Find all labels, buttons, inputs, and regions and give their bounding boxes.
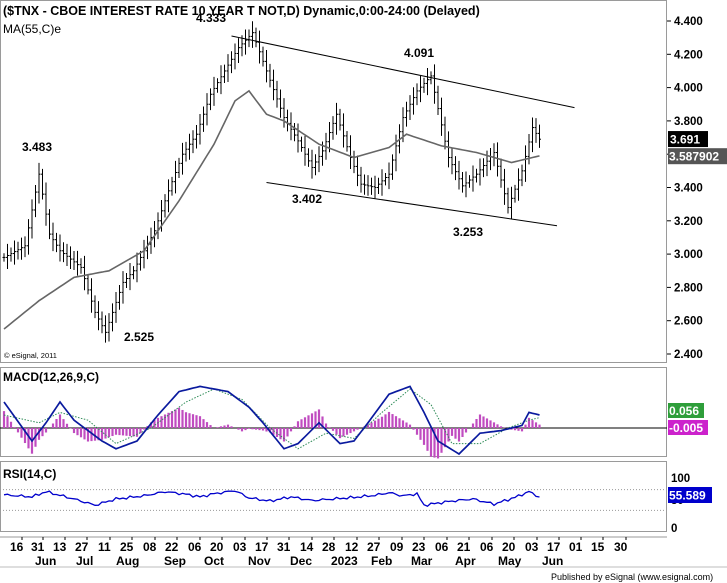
y-tick-label: 3.200	[674, 216, 703, 228]
price-annotation: 2.525	[124, 330, 154, 344]
price-annotation: 4.333	[196, 11, 226, 25]
last-price-label: 3.691	[670, 133, 700, 147]
x-day-label: 27	[367, 540, 381, 554]
price-annotation: 3.483	[22, 140, 52, 154]
last-price-box	[668, 131, 708, 148]
macd-panel-frame	[0, 367, 667, 457]
x-day-label: 14	[300, 540, 314, 554]
rsi-title: RSI(14,C)	[3, 467, 56, 481]
ma-value-label: 3.587902	[669, 150, 719, 164]
x-day-label: 20	[502, 540, 516, 554]
price-plot: 4.333 4.091 3.483 3.402 3.253 2.525	[2, 11, 575, 344]
ma-line	[3, 89, 540, 330]
x-month-label: Jul	[76, 554, 93, 568]
signal-value-label: -0.005	[669, 421, 703, 435]
support-trendline	[266, 182, 558, 227]
x-day-label: 01	[569, 540, 583, 554]
x-month-label: Oct	[204, 554, 224, 568]
x-day-label: 12	[345, 540, 359, 554]
rsi-tick-label: 100	[671, 473, 690, 485]
x-day-label: 17	[547, 540, 561, 554]
rsi-plot	[0, 489, 667, 511]
x-day-label: 06	[480, 540, 494, 554]
ma-legend: MA(55,C)e	[3, 22, 61, 36]
x-day-label: 06	[188, 540, 202, 554]
y-tick-label: 4.400	[674, 16, 703, 28]
macd-title: MACD(12,26,9,C)	[3, 370, 99, 384]
macd-value-box	[668, 403, 704, 418]
price-annotation: 3.402	[292, 192, 322, 206]
x-axis: 16 31 13 27 11 25 08 22 06 20 03 17 31 14 28 12 27 09 23 06…	[10, 537, 628, 568]
x-day-label: 23	[412, 540, 426, 554]
x-month-label: Dec	[290, 554, 312, 568]
x-month-label: Aug	[116, 554, 139, 568]
y-tick-label: 3.800	[674, 116, 703, 128]
x-day-label: 20	[210, 540, 224, 554]
x-month-label: Jun	[35, 554, 56, 568]
macd-plot	[0, 385, 667, 459]
y-tick-label: 4.000	[674, 83, 703, 95]
x-day-label: 11	[98, 540, 111, 554]
x-month-label: Feb	[371, 554, 392, 568]
rsi-value-label: 55.589	[669, 489, 706, 503]
y-tick-label: 2.600	[674, 316, 703, 328]
copyright-label: © eSignal, 2011	[4, 351, 57, 360]
x-day-label: 03	[233, 540, 247, 554]
x-month-label: Jun	[542, 554, 563, 568]
x-day-label: 21	[457, 540, 471, 554]
y-tick-label: 3.000	[674, 249, 703, 261]
rsi-line	[3, 490, 540, 507]
y-tick-label: 2.800	[674, 282, 703, 294]
x-day-label: 31	[277, 540, 291, 554]
x-day-label: 27	[75, 540, 89, 554]
signal-value-box	[668, 420, 708, 435]
y-tick-label: 4.200	[674, 49, 703, 61]
rsi-panel-frame	[0, 461, 667, 532]
x-month-label: Nov	[248, 554, 271, 568]
price-panel-frame	[0, 0, 667, 363]
chart-title: ($TNX - CBOE INTEREST RATE 10 YEAR T NOT…	[3, 4, 480, 18]
x-day-label: 31	[31, 540, 45, 554]
y-tick-label: 3.400	[674, 183, 703, 195]
x-day-label: 16	[10, 540, 24, 554]
resistance-trendline	[231, 35, 575, 109]
x-day-label: 08	[143, 540, 157, 554]
y-axis: 4.4004.2004.0003.8003.6003.4003.2003.000…	[667, 16, 727, 535]
price-annotation: 4.091	[404, 46, 434, 60]
footer-text: Published by eSignal (www.esignal.com)	[551, 572, 713, 582]
x-day-label: 13	[53, 540, 67, 554]
macd-line	[3, 385, 540, 456]
price-annotation: 3.253	[453, 225, 483, 239]
x-day-label: 09	[390, 540, 404, 554]
y-tick-label: 2.400	[674, 349, 703, 361]
x-month-label: May	[498, 554, 522, 568]
macd-value-label: 0.056	[669, 404, 699, 418]
x-day-label: 15	[591, 540, 605, 554]
rsi-value-box	[668, 487, 712, 503]
x-day-label: 03	[525, 540, 539, 554]
x-day-label: 28	[322, 540, 336, 554]
x-day-label: 25	[120, 540, 134, 554]
x-day-label: 30	[614, 540, 628, 554]
x-day-label: 17	[255, 540, 269, 554]
signal-line	[3, 388, 540, 450]
x-month-label: Apr	[455, 554, 476, 568]
x-month-label: Mar	[411, 554, 433, 568]
x-month-label: 2023	[331, 554, 358, 568]
ma-value-box	[668, 148, 727, 165]
x-day-label: 06	[435, 540, 449, 554]
x-day-label: 22	[165, 540, 179, 554]
x-month-label: Sep	[164, 554, 186, 568]
rsi-tick-label: 0	[671, 523, 677, 535]
